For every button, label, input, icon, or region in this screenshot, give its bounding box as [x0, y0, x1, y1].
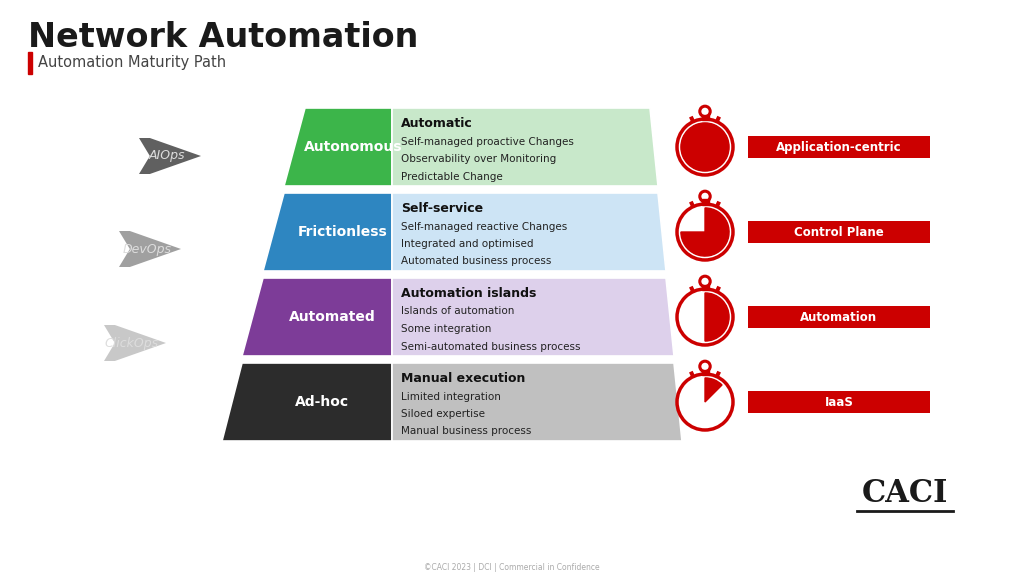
Polygon shape [284, 108, 392, 186]
Text: Automation: Automation [801, 310, 878, 324]
Bar [701, 199, 709, 205]
Text: Autonomous: Autonomous [304, 140, 402, 154]
Text: Network Automation: Network Automation [28, 21, 419, 54]
FancyBboxPatch shape [748, 391, 930, 413]
Text: CACI: CACI [862, 479, 948, 510]
Polygon shape [104, 325, 166, 361]
Text: IaaS: IaaS [824, 396, 853, 408]
Text: Automated business process: Automated business process [401, 256, 551, 267]
Text: Observability over Monitoring: Observability over Monitoring [401, 154, 556, 164]
Text: Some integration: Some integration [401, 324, 492, 334]
Text: Application-centric: Application-centric [776, 141, 902, 153]
Text: Manual business process: Manual business process [401, 426, 531, 437]
Polygon shape [689, 371, 695, 377]
Text: ClickOps: ClickOps [104, 336, 159, 350]
Wedge shape [705, 378, 722, 402]
Polygon shape [715, 286, 721, 293]
FancyBboxPatch shape [748, 221, 930, 243]
Polygon shape [263, 193, 392, 271]
Polygon shape [689, 116, 695, 123]
Polygon shape [392, 278, 674, 356]
Wedge shape [681, 123, 729, 171]
Text: Islands of automation: Islands of automation [401, 306, 514, 316]
Wedge shape [705, 293, 729, 341]
Text: Automation Maturity Path: Automation Maturity Path [38, 55, 226, 70]
Wedge shape [681, 208, 729, 256]
Text: Self-managed reactive Changes: Self-managed reactive Changes [401, 222, 567, 232]
Text: Self-managed proactive Changes: Self-managed proactive Changes [401, 137, 573, 146]
Polygon shape [392, 193, 666, 271]
Text: Automation islands: Automation islands [401, 287, 537, 300]
Polygon shape [392, 363, 682, 441]
Polygon shape [119, 231, 181, 267]
Polygon shape [715, 201, 721, 207]
Polygon shape [139, 138, 201, 174]
Text: Self-service: Self-service [401, 202, 483, 215]
Text: Integrated and optimised: Integrated and optimised [401, 239, 534, 249]
Polygon shape [715, 116, 721, 123]
Polygon shape [715, 371, 721, 377]
Text: Automatic: Automatic [401, 117, 473, 130]
Text: Frictionless: Frictionless [298, 225, 388, 239]
Text: Manual execution: Manual execution [401, 372, 525, 385]
Text: Control Plane: Control Plane [795, 225, 884, 238]
Text: Semi-automated business process: Semi-automated business process [401, 342, 581, 351]
Text: ©CACI 2023 | DCI | Commercial in Confidence: ©CACI 2023 | DCI | Commercial in Confide… [424, 563, 600, 571]
Bar [701, 115, 709, 120]
Polygon shape [222, 363, 392, 441]
Text: AIOps: AIOps [148, 150, 185, 162]
FancyBboxPatch shape [748, 306, 930, 328]
Polygon shape [242, 278, 392, 356]
Bar [701, 285, 709, 290]
Text: DevOps: DevOps [122, 242, 171, 256]
Bar [701, 369, 709, 375]
Text: Automated: Automated [289, 310, 376, 324]
Text: Siloed expertise: Siloed expertise [401, 409, 485, 419]
Polygon shape [689, 286, 695, 293]
Text: Limited integration: Limited integration [401, 392, 501, 401]
Bar [28, 52, 32, 74]
Text: Predictable Change: Predictable Change [401, 172, 503, 181]
Polygon shape [689, 201, 695, 207]
FancyBboxPatch shape [748, 136, 930, 158]
Text: Ad-hoc: Ad-hoc [295, 395, 349, 409]
Polygon shape [392, 108, 658, 186]
